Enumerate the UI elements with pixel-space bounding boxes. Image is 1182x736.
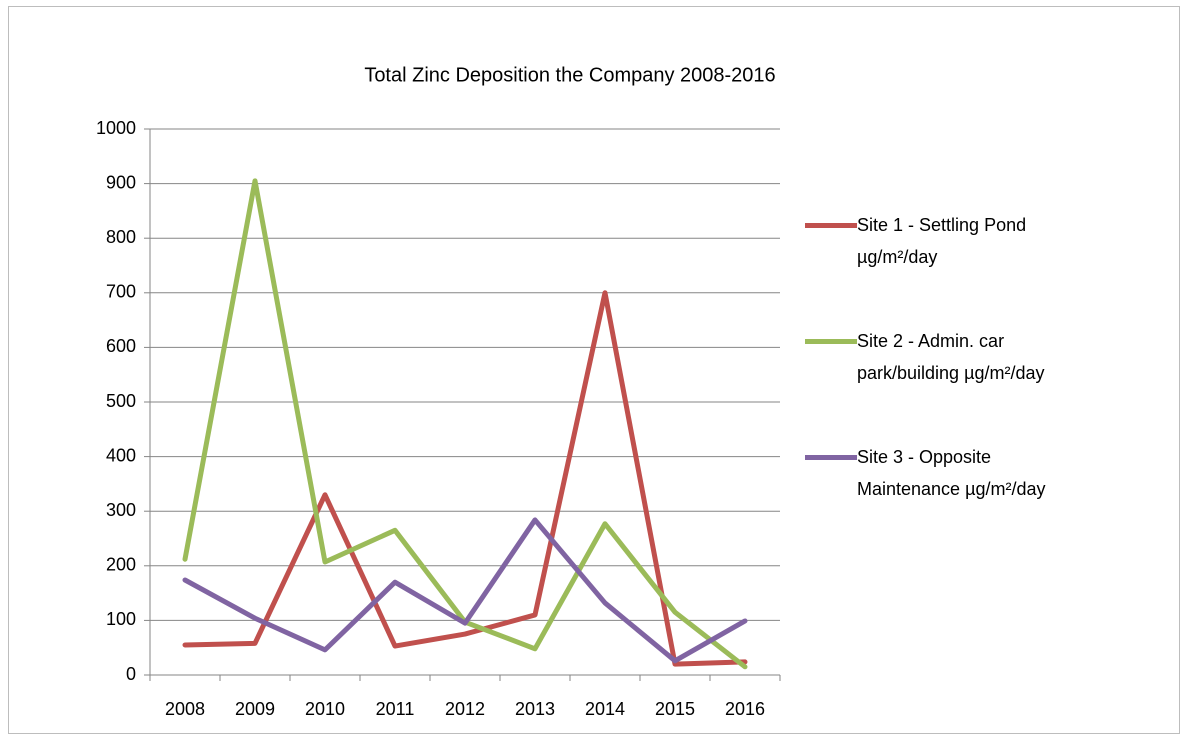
legend-swatch	[805, 455, 857, 460]
y-tick-label: 400	[106, 445, 136, 465]
x-tick-label: 2009	[235, 699, 275, 719]
y-tick-label: 500	[106, 391, 136, 411]
y-tick-label: 800	[106, 227, 136, 247]
y-tick-label: 0	[126, 664, 136, 684]
x-tick-label: 2014	[585, 699, 625, 719]
x-tick-label: 2012	[445, 699, 485, 719]
series-line	[182, 178, 748, 670]
y-tick-label: 100	[106, 609, 136, 629]
x-tick-label: 2015	[655, 699, 695, 719]
x-tick-label: 2016	[725, 699, 765, 719]
y-tick-label: 200	[106, 555, 136, 575]
chart-title: Total Zinc Deposition the Company 2008-2…	[364, 64, 775, 86]
legend-item: Site 1 - Settling Pond µg/m²/day	[805, 212, 1135, 273]
chart-frame	[8, 6, 1180, 734]
x-tick-label: 2013	[515, 699, 555, 719]
legend-item: Site 2 - Admin. car park/building µg/m²/…	[805, 328, 1135, 389]
legend-item: Site 3 - Opposite Maintenance µg/m²/day	[805, 444, 1135, 505]
legend-label: Site 3 - Opposite Maintenance µg/m²/day	[857, 447, 1046, 499]
legend-label: Site 1 - Settling Pond µg/m²/day	[857, 215, 1027, 267]
legend-swatch	[805, 339, 857, 344]
series-line	[182, 517, 748, 664]
y-tick-label: 600	[106, 336, 136, 356]
x-tick-label: 2011	[376, 699, 415, 719]
series-line	[182, 290, 748, 667]
legend-swatch	[805, 223, 857, 228]
y-tick-label: 700	[106, 282, 136, 302]
x-tick-label: 2010	[305, 699, 345, 719]
y-tick-label: 1000	[96, 118, 136, 138]
y-tick-label: 900	[106, 172, 136, 192]
x-tick-label: 2008	[165, 699, 205, 719]
y-tick-label: 300	[106, 500, 136, 520]
legend-label: Site 2 - Admin. car park/building µg/m²/…	[857, 331, 1045, 383]
